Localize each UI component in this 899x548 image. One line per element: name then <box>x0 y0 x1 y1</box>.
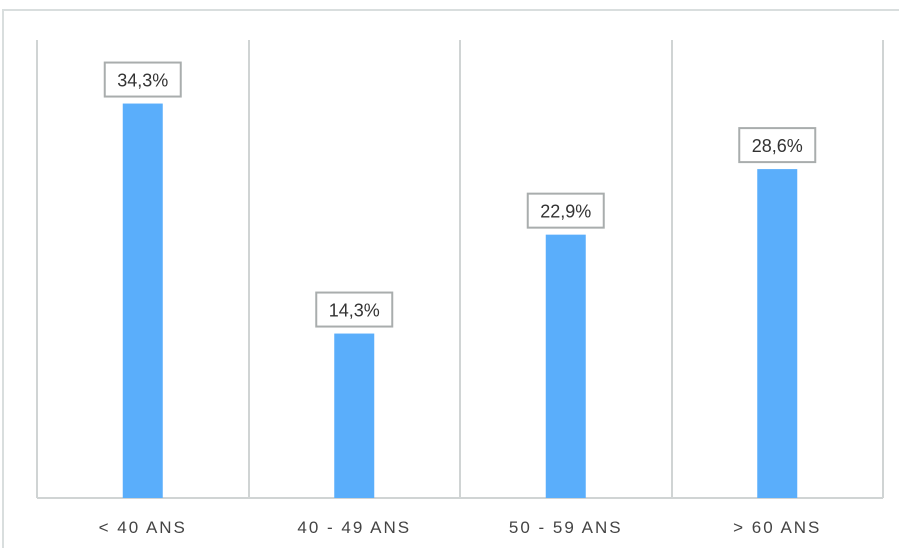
x-tick-label: < 40 ANS <box>99 518 187 537</box>
chart-frame <box>2 9 899 548</box>
bar-2 <box>334 333 375 498</box>
data-label: 34,3% <box>117 71 168 91</box>
x-tick-label: > 60 ANS <box>733 518 821 537</box>
bar-4 <box>757 169 798 498</box>
data-label-box <box>315 291 394 328</box>
x-tick-label: 50 - 59 ANS <box>509 518 623 537</box>
data-label: 28,6% <box>752 136 803 156</box>
data-label-box <box>526 192 605 229</box>
data-label-box <box>103 61 182 98</box>
data-label: 14,3% <box>329 301 380 321</box>
data-label: 22,9% <box>540 202 591 222</box>
x-tick-label: 40 - 49 ANS <box>297 518 411 537</box>
bar-3 <box>545 234 586 498</box>
data-label-box <box>738 127 817 164</box>
bar-1 <box>122 103 163 499</box>
